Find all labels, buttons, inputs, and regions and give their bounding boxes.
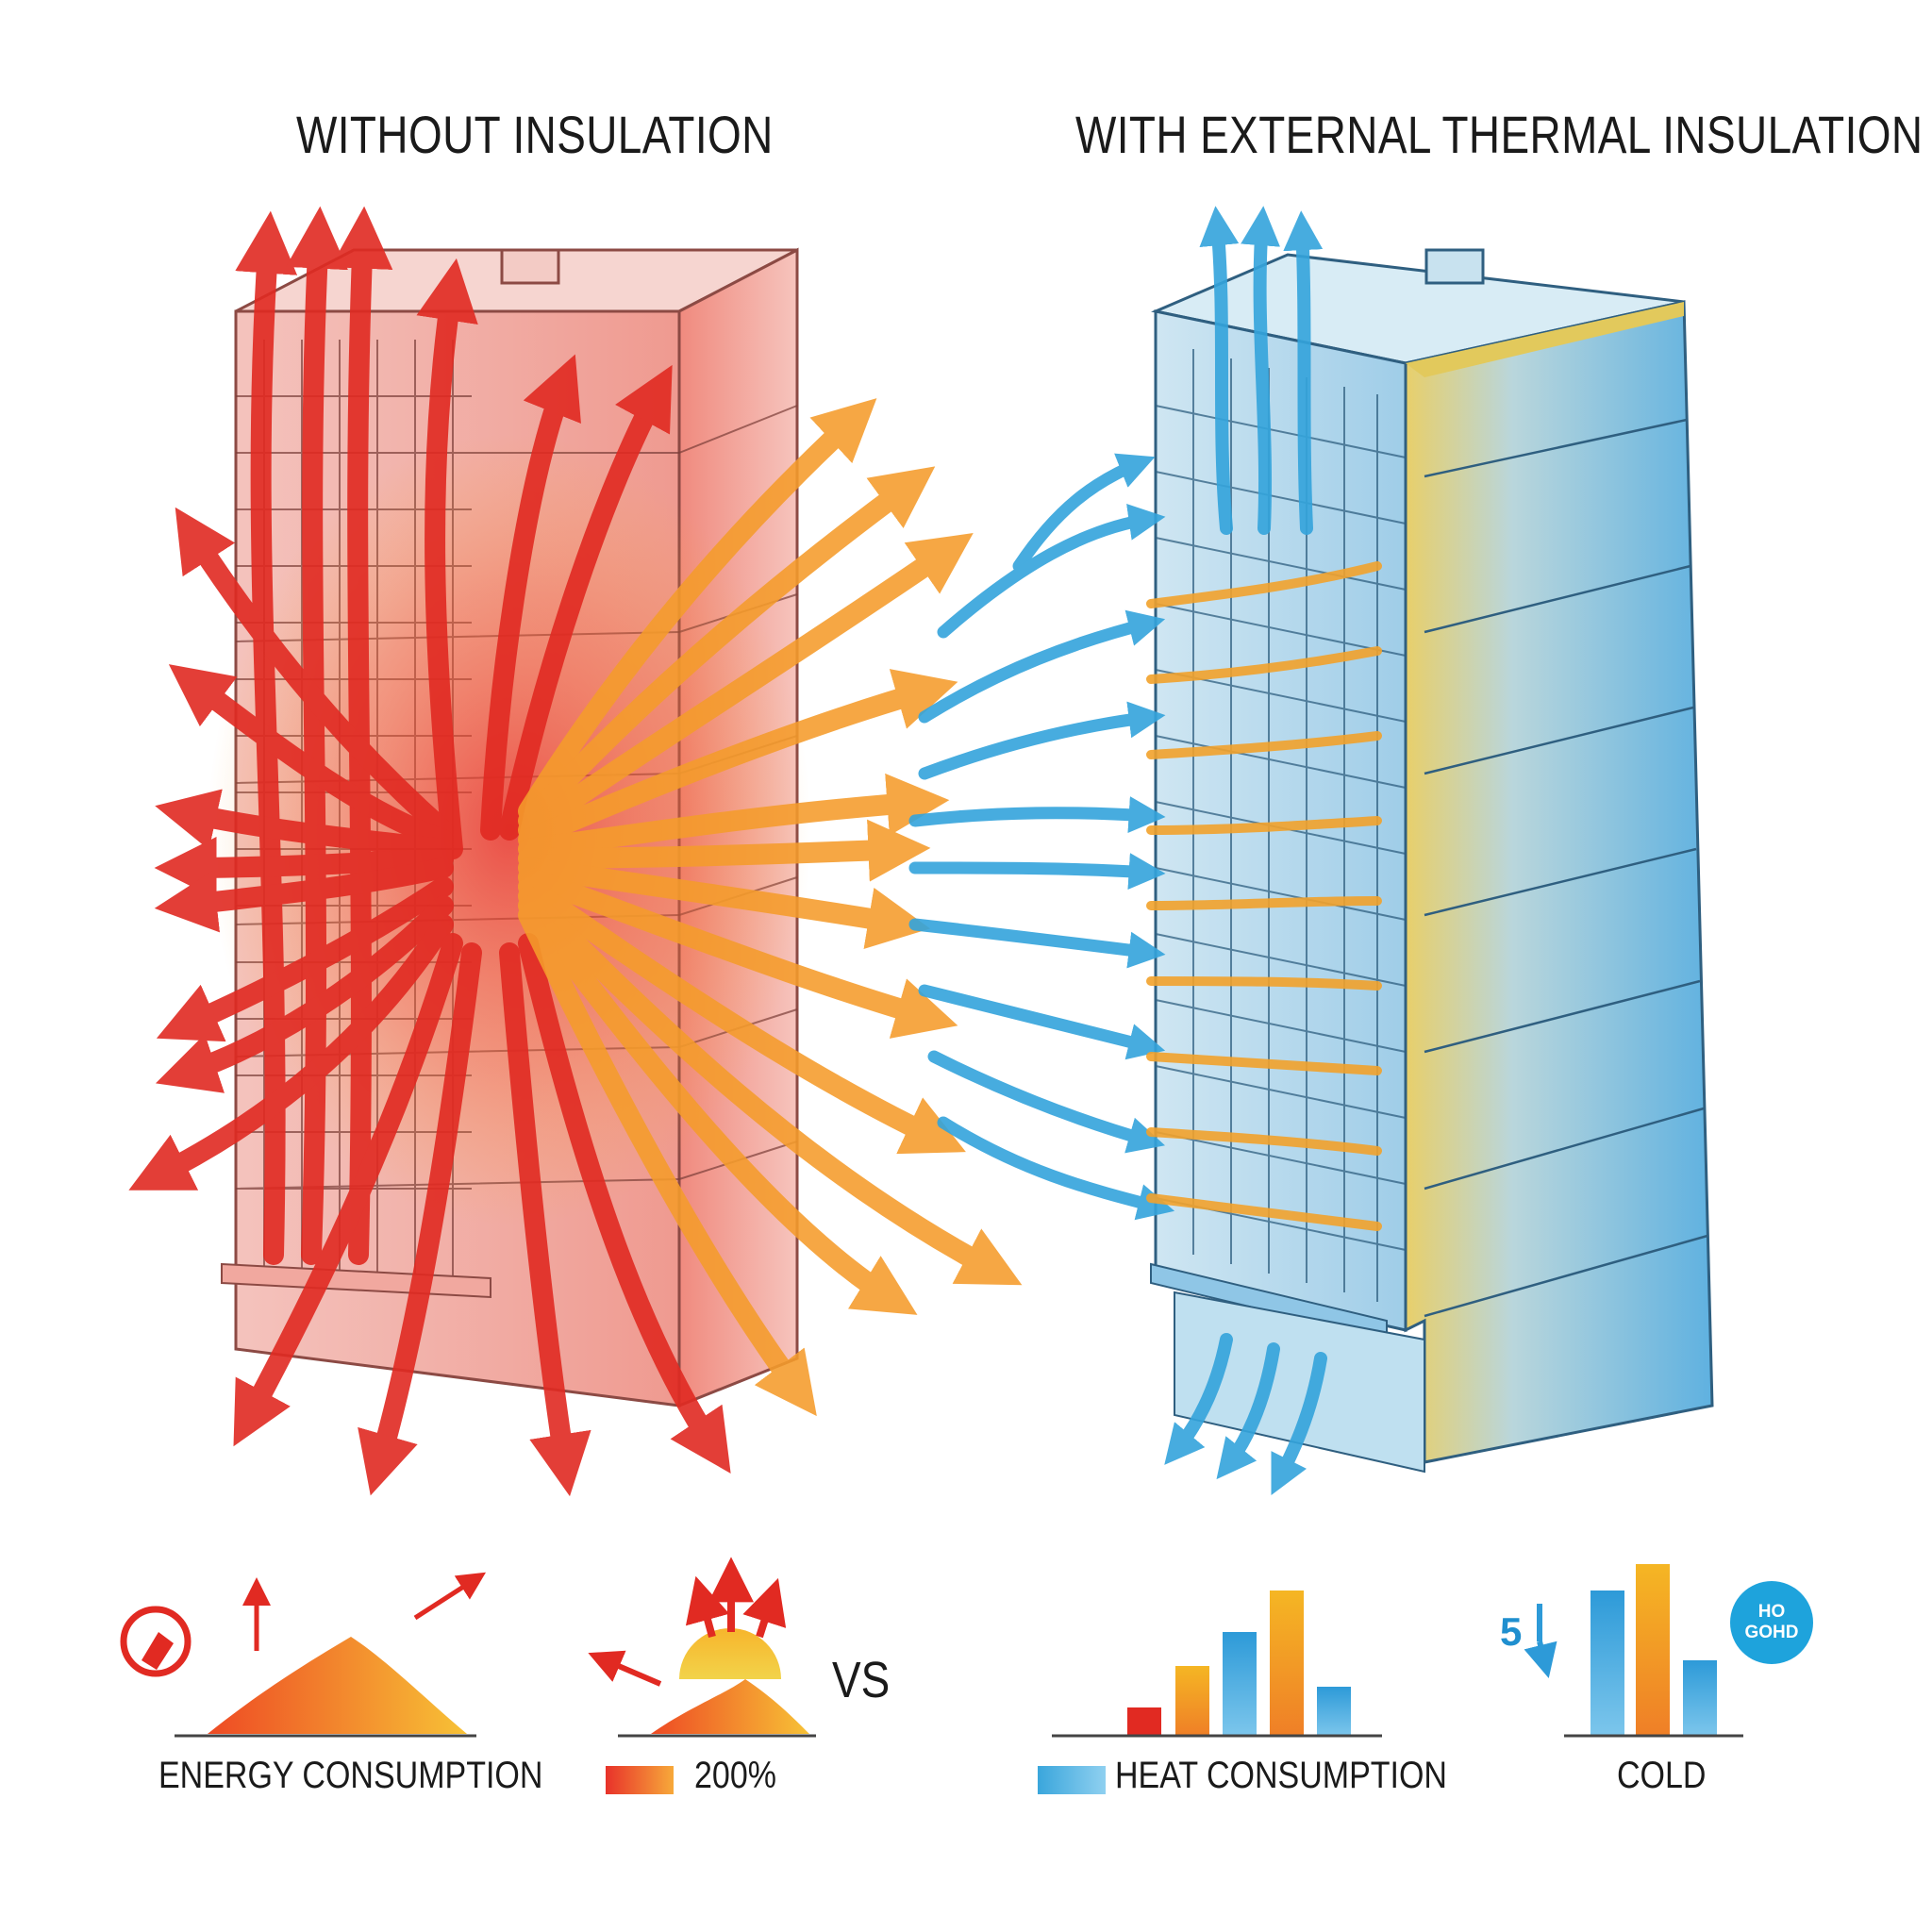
left-heat-arrows <box>128 206 731 1497</box>
insulation-top-edge <box>1406 302 1684 377</box>
heat-arrow <box>518 819 931 882</box>
heat-arrow <box>518 466 936 831</box>
blocked-arrow <box>937 504 1166 639</box>
heat-arrow <box>518 773 950 859</box>
circle-badge: HO GOHD <box>1730 1581 1813 1664</box>
energy-consumption-graphic <box>120 1572 487 1738</box>
blocked-arrow <box>918 984 1166 1060</box>
left-roof-vent <box>500 248 560 285</box>
bar <box>1175 1666 1209 1736</box>
heat-arrow <box>155 895 454 1093</box>
heat-arrow <box>518 895 918 1315</box>
right-roof-vent <box>1424 248 1485 285</box>
up-down-arrow-icon <box>1540 1604 1547 1672</box>
blocked-arrow <box>908 796 1166 834</box>
cold-caption: COLD <box>1617 1755 1707 1796</box>
blocked-arrow <box>908 918 1166 969</box>
heat-arrow <box>156 876 454 1042</box>
blocked-arrow <box>918 609 1166 724</box>
heat-arrow <box>155 789 454 859</box>
bar <box>1591 1591 1624 1736</box>
orange-heat-arrows <box>518 398 1023 1417</box>
heat-arrow <box>480 354 581 841</box>
flame-gauge-icon <box>120 1606 192 1677</box>
heat-arrow <box>154 858 454 933</box>
heat-arrow <box>518 669 958 850</box>
energy-mound-icon <box>208 1637 467 1734</box>
blocked-arrow <box>1012 453 1156 573</box>
diagonal-arrow-icon <box>413 1572 487 1621</box>
percent-caption: 200% <box>694 1755 776 1796</box>
heat-swatch <box>1038 1766 1106 1794</box>
insulated-building <box>1150 248 1714 1474</box>
heat-arrow <box>168 664 454 850</box>
deflected-heat-arrows <box>908 453 1175 1221</box>
heat-arrow <box>128 914 454 1191</box>
heading-without-insulation: WITHOUT INSULATION <box>296 105 774 164</box>
heat-arrow <box>518 533 974 841</box>
heat-consumption-bar-chart <box>1052 1591 1382 1738</box>
percent-graphic <box>588 1557 816 1738</box>
cool-air-arrows <box>1164 206 1327 1496</box>
right-window-grid <box>1155 349 1407 1302</box>
heat-arrow <box>518 876 966 1155</box>
heat-consumption-caption: HEAT CONSUMPTION <box>1115 1755 1447 1796</box>
cold-bar-chart <box>1540 1564 1743 1738</box>
bar <box>1683 1660 1717 1736</box>
heat-arrow <box>518 886 1023 1286</box>
heat-arrow <box>330 206 393 1265</box>
heat-arrow <box>358 942 482 1496</box>
retained-heat-arrows <box>1146 561 1382 1231</box>
bar <box>1223 1632 1257 1736</box>
badge-line-1: HO <box>1757 1602 1786 1622</box>
heat-arrow <box>518 905 817 1417</box>
side-number: 5 <box>1500 1609 1523 1654</box>
bar <box>1270 1591 1304 1736</box>
bar <box>1636 1564 1670 1736</box>
heat-arrow <box>416 258 478 859</box>
heat-arrow <box>175 507 454 841</box>
heat-arrow <box>518 933 731 1474</box>
heat-arrow <box>154 836 454 899</box>
energy-consumption-caption: ENERGY CONSUMPTION <box>158 1755 543 1796</box>
insulation-panel-lines <box>1424 418 1708 1318</box>
heat-mound-icon <box>651 1679 809 1734</box>
bar <box>1317 1687 1351 1736</box>
heat-arrow <box>286 206 348 1265</box>
energy-swatch <box>606 1766 674 1794</box>
rising-sun-icon <box>679 1628 781 1679</box>
heading-with-insulation: WITH EXTERNAL THERMAL INSULATION <box>1075 105 1924 164</box>
heat-arrow <box>518 398 877 822</box>
right-base <box>1174 1291 1425 1474</box>
blocked-arrow <box>908 853 1166 891</box>
heat-arrow <box>235 210 298 1265</box>
vs-label: VS <box>832 1652 891 1708</box>
heat-arrow <box>518 867 958 1039</box>
heat-arrow <box>518 858 931 950</box>
heat-arrow <box>499 364 673 841</box>
heat-arrow <box>233 933 463 1447</box>
blocked-arrow <box>937 1116 1175 1221</box>
heat-arrow <box>499 942 591 1497</box>
blocked-arrow <box>927 1050 1165 1154</box>
bar <box>1127 1707 1161 1736</box>
blocked-arrow <box>918 701 1166 780</box>
badge-line-2: GOHD <box>1744 1623 1799 1642</box>
